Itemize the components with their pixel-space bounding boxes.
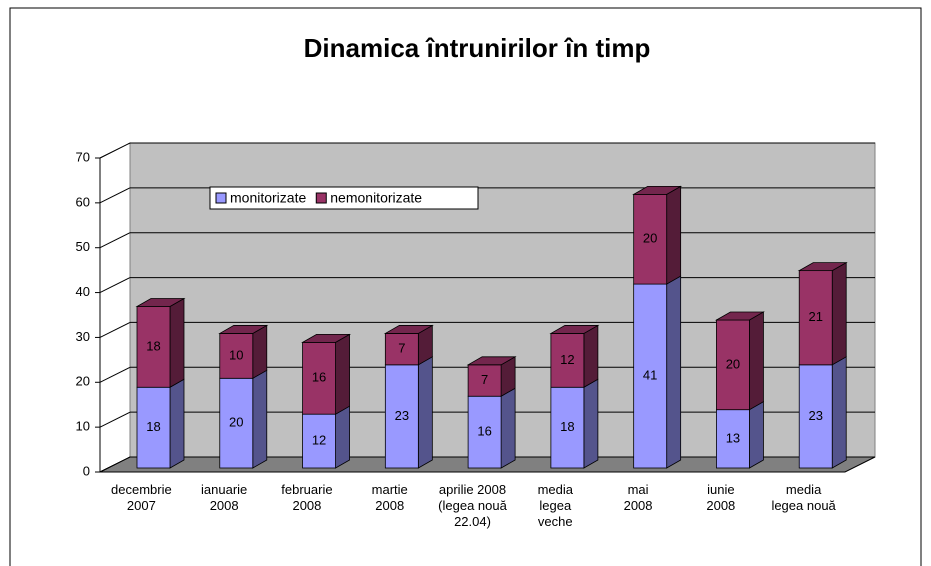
bar	[467, 395, 502, 469]
value-label: 7	[398, 341, 405, 356]
bar-side	[417, 356, 433, 469]
bar-top	[549, 325, 600, 334]
bar-top	[714, 311, 765, 321]
bar-side	[335, 333, 350, 415]
bar	[550, 333, 585, 388]
legend-label: nemonitorizate	[330, 190, 422, 206]
bar-side	[583, 324, 599, 388]
bar	[219, 377, 254, 469]
bar-top	[301, 333, 352, 343]
value-label: 13	[726, 430, 740, 445]
bar	[633, 193, 668, 285]
y-tick-label: 50	[76, 239, 90, 254]
legend-swatch	[215, 192, 227, 204]
value-label: 7	[481, 372, 488, 387]
value-label: 20	[643, 231, 657, 246]
x-tick-label: decembrie 2007	[111, 482, 172, 513]
chart-title: Dinamica întrunirilor în timp	[304, 33, 651, 63]
bar-side	[169, 378, 185, 469]
x-tick-label: iunie 2008	[706, 482, 735, 513]
x-tick-label: ianuarie 2008	[201, 482, 247, 513]
y-tick-label: 10	[76, 419, 90, 434]
grid-line	[99, 142, 131, 159]
bar-top	[383, 325, 434, 334]
bar	[716, 409, 750, 469]
bar	[384, 364, 419, 469]
bar	[716, 319, 750, 411]
side-wall	[99, 142, 131, 473]
bar	[550, 386, 585, 469]
grid-line	[99, 456, 131, 473]
value-label: 23	[808, 408, 822, 423]
bar-side	[169, 297, 185, 388]
grid-line	[99, 321, 131, 338]
bar-side	[252, 324, 268, 379]
bar	[384, 333, 419, 366]
bar-side	[749, 311, 764, 411]
value-label: 18	[146, 419, 160, 434]
bar	[798, 270, 833, 366]
bar-top	[797, 262, 848, 272]
grid-line	[99, 277, 131, 294]
x-tick-label: martie 2008	[372, 482, 408, 513]
value-label: 41	[643, 367, 657, 382]
legend: monitorizate nemonitorizate	[209, 186, 479, 210]
value-label: 20	[229, 415, 243, 430]
bar-top	[632, 185, 683, 195]
y-tick-label: 20	[76, 374, 90, 389]
grid-line	[99, 187, 131, 204]
bar-top	[135, 298, 186, 307]
y-tick-label: 30	[76, 329, 90, 344]
bar-side	[749, 400, 764, 469]
y-tick-label: 60	[76, 194, 90, 209]
bar-side	[335, 405, 350, 469]
bar	[219, 333, 254, 379]
legend-label: monitorizate	[230, 190, 306, 206]
bar-side	[666, 275, 682, 469]
bar	[136, 306, 171, 388]
value-label: 23	[395, 408, 409, 423]
x-tick-label: aprilie 2008 (legea nouă 22.04)	[438, 482, 507, 529]
bar	[467, 364, 502, 397]
bar-side	[831, 261, 847, 366]
bar	[302, 413, 336, 469]
bar-side	[666, 185, 682, 285]
value-label: 12	[560, 352, 574, 367]
value-label: 10	[229, 347, 243, 362]
grid-line	[99, 366, 131, 383]
value-label: 16	[312, 370, 326, 385]
bar-top	[466, 356, 517, 366]
x-tick-label: februarie 2008	[281, 482, 332, 513]
value-label: 18	[146, 338, 160, 353]
value-label: 21	[808, 309, 822, 324]
value-label: 20	[726, 356, 740, 371]
bar-side	[252, 369, 268, 469]
bar-side	[500, 387, 516, 469]
x-tick-label: media legea veche	[538, 482, 574, 529]
bar	[633, 283, 668, 469]
legend-swatch	[315, 192, 327, 204]
bar-top	[218, 325, 269, 334]
y-tick-label: 40	[76, 284, 90, 299]
x-tick-label: mai 2008	[624, 482, 653, 513]
x-tick-label: media legea nouă	[771, 482, 836, 513]
value-label: 18	[560, 419, 574, 434]
y-tick-label: 0	[83, 463, 90, 478]
bar-side	[583, 378, 599, 469]
grid-line	[99, 232, 131, 249]
value-label: 12	[312, 433, 326, 448]
y-tick-label: 70	[76, 149, 90, 164]
bar	[798, 364, 833, 469]
value-label: 16	[477, 424, 491, 439]
legend-box	[209, 186, 479, 210]
grid-line	[99, 411, 131, 428]
bar-side	[831, 356, 847, 469]
bar	[302, 341, 336, 415]
bar	[136, 386, 171, 469]
